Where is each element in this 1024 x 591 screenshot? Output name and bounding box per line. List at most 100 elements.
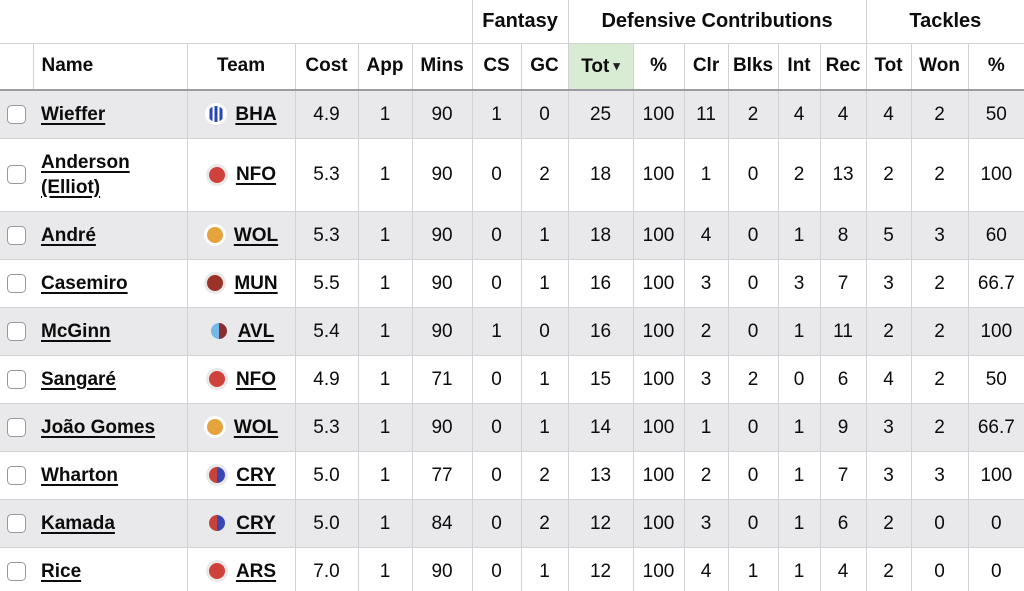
team-badge-icon	[207, 320, 230, 342]
player-link[interactable]: Wieffer	[41, 103, 106, 125]
stat-cs: 0	[471, 211, 522, 259]
stat-mins: 90	[411, 211, 473, 259]
player-name-cell: Rice	[33, 547, 187, 591]
col-header-dc-tot-sorted[interactable]: Tot ▾	[567, 42, 634, 90]
player-checkbox[interactable]	[7, 513, 26, 533]
player-link[interactable]: Kamada	[41, 512, 115, 534]
col-header-team[interactable]: Team	[186, 42, 295, 90]
team-link[interactable]: WOL	[233, 416, 279, 438]
player-checkbox[interactable]	[7, 225, 26, 245]
team-cell: MUN	[186, 259, 295, 307]
stat-tk-tot: 5	[865, 211, 912, 259]
col-header-won[interactable]: Won	[910, 42, 969, 90]
stat-blks: 0	[727, 499, 779, 547]
stat-gc: 1	[520, 211, 569, 259]
team-badge-icon	[205, 163, 228, 186]
team-link[interactable]: BHA	[235, 103, 277, 125]
stat-dc-tot: 18	[567, 138, 634, 211]
table-row: Casemiro MUN 5.5 1 90 0 1 16 100 3 0 3 7 3 2 66.7	[0, 259, 1024, 307]
stat-gc: 1	[520, 547, 569, 591]
col-header-cost[interactable]: Cost	[294, 42, 358, 90]
team-link[interactable]: MUN	[234, 272, 278, 294]
table-row: Rice ARS 7.0 1 90 0 1 12 100 4 1 1 4 2 0 0	[0, 547, 1024, 591]
col-header-mins[interactable]: Mins	[411, 42, 473, 90]
stat-app: 1	[357, 259, 412, 307]
team-link[interactable]: NFO	[235, 368, 277, 390]
stat-int: 0	[777, 355, 821, 403]
player-checkbox[interactable]	[7, 369, 26, 389]
stat-won: 2	[910, 259, 969, 307]
stat-mins: 90	[411, 259, 473, 307]
player-checkbox[interactable]	[7, 273, 26, 293]
stat-gc: 0	[520, 89, 569, 138]
player-link[interactable]: João Gomes	[41, 416, 156, 438]
team-link[interactable]: CRY	[236, 464, 276, 486]
player-checkbox[interactable]	[7, 465, 26, 485]
stat-dc-pct: 100	[632, 307, 685, 355]
col-header-name[interactable]: Name	[32, 42, 187, 90]
col-header-int[interactable]: Int	[777, 42, 821, 90]
stat-dc-tot: 13	[567, 451, 634, 499]
team-link[interactable]: NFO	[235, 164, 277, 185]
team-link[interactable]: AVL	[237, 320, 275, 342]
player-checkbox[interactable]	[7, 561, 26, 581]
player-link[interactable]: Wharton	[41, 464, 119, 486]
team-link[interactable]: CRY	[236, 512, 276, 534]
stat-cost: 5.3	[294, 403, 358, 451]
col-header-dc-pct[interactable]: %	[632, 42, 685, 90]
stat-clr: 3	[683, 259, 729, 307]
player-checkbox[interactable]	[7, 165, 26, 185]
stat-app: 1	[357, 355, 412, 403]
row-checkbox-cell	[0, 403, 33, 451]
team-badge-icon	[203, 416, 226, 438]
sorted-column-label: Tot	[581, 55, 610, 77]
table-row: Sangaré NFO 4.9 1 71 0 1 15 100 3 2 0 6 4 2 50	[0, 355, 1024, 403]
stat-mins: 90	[411, 89, 473, 138]
player-link[interactable]: Sangaré	[41, 368, 116, 390]
table-body: Wieffer BHA 4.9 1 90 1 0 25 100 11 2 4 4 4 2 50 Anderson…	[0, 89, 1024, 591]
player-checkbox[interactable]	[7, 417, 26, 437]
stat-dc-tot: 18	[567, 211, 634, 259]
player-name-cell: Anderson (Elliot)	[33, 138, 187, 211]
col-header-rec[interactable]: Rec	[819, 42, 867, 90]
table-row: João Gomes WOL 5.3 1 90 0 1 14 100 1 0 1 9 3 2 66.7	[0, 403, 1024, 451]
stat-clr: 2	[683, 307, 729, 355]
col-header-gc[interactable]: GC	[520, 42, 569, 90]
stat-app: 1	[357, 89, 412, 138]
stat-gc: 2	[520, 138, 569, 211]
col-header-blks[interactable]: Blks	[727, 42, 779, 90]
col-header-tk-tot[interactable]: Tot	[865, 42, 912, 90]
player-link[interactable]: Casemiro	[41, 272, 128, 294]
player-checkbox[interactable]	[7, 104, 26, 124]
team-link[interactable]: WOL	[233, 224, 279, 246]
stat-int: 1	[777, 307, 821, 355]
row-checkbox-cell	[0, 90, 33, 139]
stat-int: 1	[777, 499, 821, 547]
col-header-clr[interactable]: Clr	[683, 42, 729, 90]
stat-clr: 4	[683, 547, 729, 591]
team-link[interactable]: ARS	[235, 560, 277, 582]
player-checkbox[interactable]	[7, 321, 26, 341]
player-name-cell: João Gomes	[33, 403, 187, 451]
stat-won: 3	[910, 451, 969, 499]
player-link[interactable]: Anderson (Elliot)	[41, 151, 130, 198]
stat-dc-pct: 100	[632, 451, 685, 499]
stat-won: 2	[910, 89, 969, 138]
stat-tk-tot: 3	[865, 403, 912, 451]
stat-dc-tot: 25	[567, 89, 634, 138]
stat-mins: 77	[411, 451, 473, 499]
col-header-app[interactable]: App	[357, 42, 412, 90]
stat-tk-pct: 0	[967, 499, 1024, 547]
stat-cs: 0	[471, 259, 522, 307]
player-link[interactable]: McGinn	[41, 320, 111, 342]
row-checkbox-cell	[0, 355, 33, 403]
stat-gc: 2	[520, 451, 569, 499]
stat-dc-tot: 15	[567, 355, 634, 403]
player-link[interactable]: Rice	[41, 560, 82, 582]
player-link[interactable]: André	[41, 224, 96, 246]
stat-tk-tot: 2	[865, 547, 912, 591]
col-header-cs[interactable]: CS	[471, 42, 522, 90]
stat-tk-pct: 100	[967, 451, 1024, 499]
col-header-tk-pct[interactable]: %	[967, 42, 1024, 90]
